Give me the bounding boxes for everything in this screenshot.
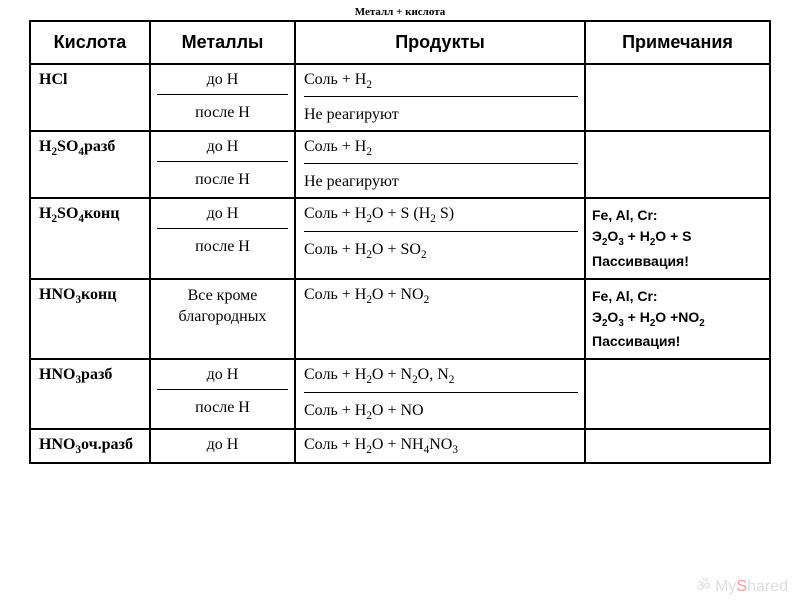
acid-cell: H2SO4разб <box>30 131 150 198</box>
products-cell: Соль + H2O + N2O, N2 Соль + H2O + NO <box>295 359 585 428</box>
notes-cell: Fe, Al, Cr:Э2O3 + H2O +NO2Пассивация! <box>585 279 770 359</box>
metals-cell: Все кроме благородных <box>150 279 295 359</box>
table-row: HNO3конц Все кроме благородных Соль + H2… <box>30 279 770 359</box>
table-row: H2SO4конц до Н после Н Соль + H2O + S (H… <box>30 198 770 278</box>
products-cell: Соль + H2O + S (H2 S) Соль + H2O + SO2 <box>295 198 585 278</box>
header-notes: Примечания <box>585 21 770 64</box>
metals-cell: до Н после Н <box>150 131 295 198</box>
metals-cell: до Н после Н <box>150 64 295 131</box>
acid-cell: HNO3конц <box>30 279 150 359</box>
metals-cell: до Н <box>150 429 295 463</box>
notes-cell <box>585 64 770 131</box>
chemistry-table: Кислота Металлы Продукты Примечания HCl … <box>29 20 771 464</box>
acid-cell: HNO3разб <box>30 359 150 428</box>
table-row: H2SO4разб до Н после Н Соль + H2 Не реаг… <box>30 131 770 198</box>
products-cell: Соль + H2O + NH4NO3 <box>295 429 585 463</box>
notes-cell <box>585 131 770 198</box>
metals-cell: до Н после Н <box>150 359 295 428</box>
notes-cell <box>585 359 770 428</box>
metals-cell: до Н после Н <box>150 198 295 278</box>
table-row: HCl до Н после Н Соль + H2 Не реагируют <box>30 64 770 131</box>
products-cell: Соль + H2 Не реагируют <box>295 131 585 198</box>
header-products: Продукты <box>295 21 585 64</box>
notes-cell <box>585 429 770 463</box>
header-metals: Металлы <box>150 21 295 64</box>
page-title: Металл + кислота <box>0 6 800 18</box>
header-acid: Кислота <box>30 21 150 64</box>
products-cell: Соль + H2 Не реагируют <box>295 64 585 131</box>
header-row: Кислота Металлы Продукты Примечания <box>30 21 770 64</box>
acid-cell: H2SO4конц <box>30 198 150 278</box>
acid-cell: HCl <box>30 64 150 131</box>
watermark: ॐ MyShared <box>696 574 788 596</box>
table-row: HNO3оч.разб до Н Соль + H2O + NH4NO3 <box>30 429 770 463</box>
table-row: HNO3разб до Н после Н Соль + H2O + N2O, … <box>30 359 770 428</box>
notes-cell: Fe, Al, Cr:Э2O3 + H2O + SПассиввация! <box>585 198 770 278</box>
products-cell: Соль + H2O + NO2 <box>295 279 585 359</box>
acid-cell: HNO3оч.разб <box>30 429 150 463</box>
